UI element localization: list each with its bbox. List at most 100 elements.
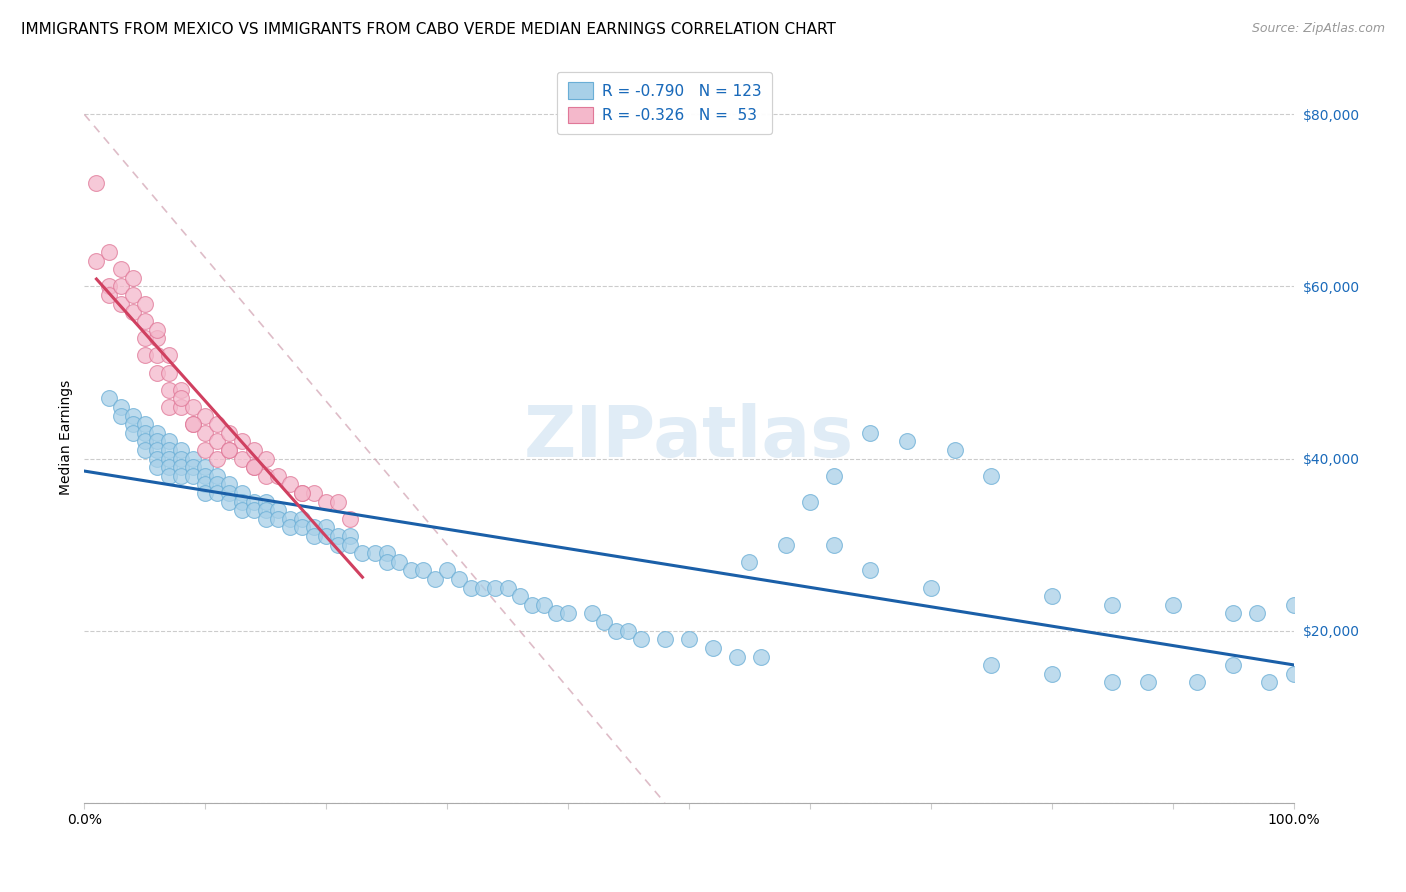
Point xyxy=(146,331,169,345)
Point xyxy=(194,468,217,483)
Point xyxy=(267,512,290,526)
Point xyxy=(242,460,264,475)
Point xyxy=(218,442,240,457)
Point xyxy=(181,468,204,483)
Point xyxy=(231,451,253,466)
Point xyxy=(291,486,314,500)
Point xyxy=(121,271,143,285)
Point xyxy=(207,486,229,500)
Point xyxy=(291,512,314,526)
Point xyxy=(157,400,180,414)
Point xyxy=(544,607,567,621)
Point xyxy=(254,512,277,526)
Point xyxy=(920,581,942,595)
Y-axis label: Median Earnings: Median Earnings xyxy=(59,379,73,495)
Point xyxy=(207,434,229,449)
Point xyxy=(738,555,761,569)
Point xyxy=(170,460,193,475)
Point xyxy=(242,460,264,475)
Point xyxy=(1161,598,1184,612)
Point xyxy=(97,392,120,406)
Point xyxy=(157,468,180,483)
Point xyxy=(218,425,240,440)
Point xyxy=(375,546,398,560)
Point xyxy=(557,607,579,621)
Point xyxy=(423,572,446,586)
Point xyxy=(110,279,132,293)
Point xyxy=(254,494,277,508)
Point xyxy=(943,442,966,457)
Point xyxy=(896,434,918,449)
Point xyxy=(157,434,180,449)
Point xyxy=(363,546,385,560)
Point xyxy=(472,581,495,595)
Point xyxy=(86,176,108,190)
Point xyxy=(1040,589,1063,603)
Point xyxy=(593,615,616,629)
Point xyxy=(315,494,337,508)
Point xyxy=(399,564,422,578)
Point xyxy=(207,451,229,466)
Point xyxy=(278,520,301,534)
Point xyxy=(97,288,120,302)
Point xyxy=(242,442,264,457)
Point xyxy=(267,503,290,517)
Point xyxy=(1040,666,1063,681)
Point xyxy=(328,538,350,552)
Point xyxy=(352,546,374,560)
Point xyxy=(339,512,361,526)
Point xyxy=(654,632,676,647)
Point xyxy=(134,314,156,328)
Point xyxy=(170,400,193,414)
Point xyxy=(181,417,204,432)
Point xyxy=(218,494,240,508)
Point xyxy=(121,425,143,440)
Point xyxy=(254,503,277,517)
Point xyxy=(315,520,337,534)
Point xyxy=(181,417,204,432)
Point xyxy=(86,253,108,268)
Point xyxy=(146,366,169,380)
Text: IMMIGRANTS FROM MEXICO VS IMMIGRANTS FROM CABO VERDE MEDIAN EARNINGS CORRELATION: IMMIGRANTS FROM MEXICO VS IMMIGRANTS FRO… xyxy=(21,22,837,37)
Point xyxy=(1222,658,1244,673)
Text: ZIPatlas: ZIPatlas xyxy=(524,402,853,472)
Point xyxy=(146,460,169,475)
Point xyxy=(581,607,603,621)
Point xyxy=(388,555,411,569)
Point xyxy=(134,425,156,440)
Point xyxy=(218,486,240,500)
Point xyxy=(194,442,217,457)
Point xyxy=(412,564,434,578)
Point xyxy=(134,296,156,310)
Point xyxy=(278,512,301,526)
Point xyxy=(980,468,1002,483)
Point xyxy=(207,417,229,432)
Point xyxy=(194,486,217,500)
Point xyxy=(302,529,325,543)
Point xyxy=(97,279,120,293)
Point xyxy=(121,409,143,423)
Point xyxy=(242,503,264,517)
Point xyxy=(1185,675,1208,690)
Point xyxy=(1101,598,1123,612)
Point xyxy=(146,434,169,449)
Point xyxy=(1101,675,1123,690)
Point xyxy=(278,477,301,491)
Point xyxy=(110,262,132,277)
Point xyxy=(110,296,132,310)
Point xyxy=(146,348,169,362)
Point xyxy=(121,305,143,319)
Point xyxy=(823,468,845,483)
Point xyxy=(484,581,506,595)
Point xyxy=(328,494,350,508)
Point xyxy=(194,409,217,423)
Point xyxy=(436,564,458,578)
Point xyxy=(291,520,314,534)
Point xyxy=(231,434,253,449)
Point xyxy=(207,468,229,483)
Point xyxy=(375,555,398,569)
Point xyxy=(315,529,337,543)
Point xyxy=(1222,607,1244,621)
Point xyxy=(859,425,882,440)
Point xyxy=(823,538,845,552)
